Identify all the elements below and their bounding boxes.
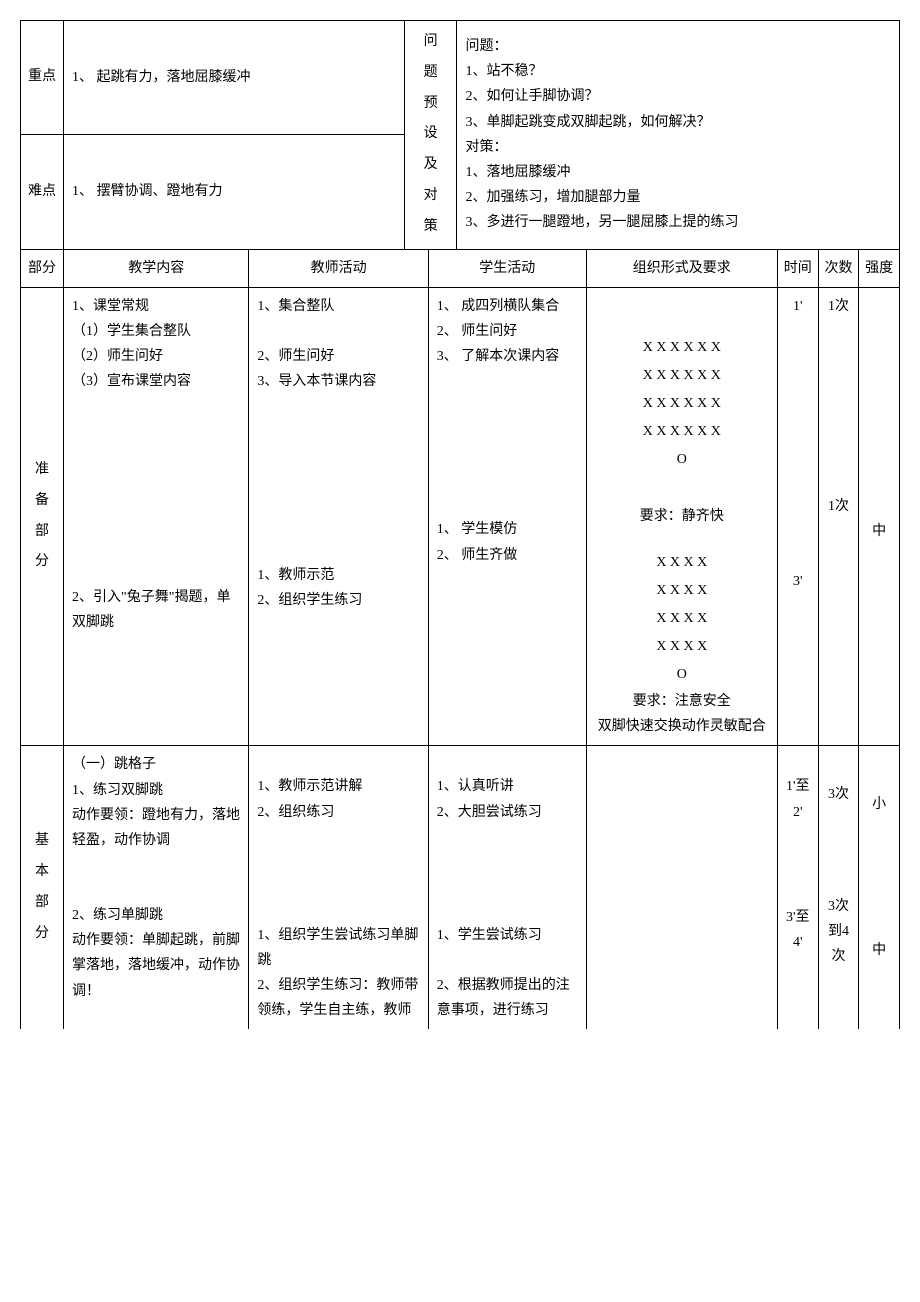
basic-intensity2: 中: [867, 938, 891, 963]
prep-content2: 2、引入"兔子舞"揭题，单双脚跳: [72, 585, 240, 635]
hdr-time: 时间: [777, 249, 818, 287]
row-basic: 基 本 部 分 （一）跳格子 1、练习双脚跳 动作要领：蹬地有力，落地轻盈，动作…: [21, 746, 900, 1030]
label-keypoint: 重点: [21, 21, 64, 135]
cell-basic-student: 1、认真听讲 2、大胆尝试练习 1、学生尝试练习 2、根据教师提出的注意事项，进…: [428, 746, 586, 1030]
row-prep: 准 备 部 分 1、课堂常规 （1）学生集合整队 （2）师生问好 （3）宣布课堂…: [21, 287, 900, 746]
cell-qa-text: 问题： 1、站不稳？ 2、如何让手脚协调？ 3、单脚起跳变成双脚起跳，如何解决？…: [457, 21, 900, 250]
lesson-plan-page: 重点 1、 起跳有力，落地屈膝缓冲 问 题 预 设 及 对 策 问题： 1、站不…: [20, 20, 900, 1029]
cell-basic-content: （一）跳格子 1、练习双脚跳 动作要领：蹬地有力，落地轻盈，动作协调 2、练习单…: [64, 746, 249, 1030]
row-headers: 部分 教学内容 教师活动 学生活动 组织形式及要求 时间 次数 强度: [21, 249, 900, 287]
basic-count1: 3次: [827, 782, 851, 807]
basic-intensity1: 小: [867, 792, 891, 817]
basic-teacher1: 1、教师示范讲解 2、组织练习: [257, 774, 419, 824]
cell-difficulty-text: 1、 摆臂协调、蹬地有力: [64, 135, 405, 249]
prep-student1: 1、 成四列横队集合 2、 师生问好 3、 了解本次课内容: [437, 294, 578, 370]
hdr-section: 部分: [21, 249, 64, 287]
cell-prep-teacher: 1、集合整队 2、师生问好 3、导入本节课内容 1、教师示范 2、组织学生练习: [249, 287, 428, 746]
cell-prep-content: 1、课堂常规 （1）学生集合整队 （2）师生问好 （3）宣布课堂内容 2、引入"…: [64, 287, 249, 746]
prep-time2: 3': [786, 569, 810, 594]
cell-basic-count: 3次 3次到4次: [818, 746, 859, 1030]
cell-basic-time: 1'至2' 3'至4': [777, 746, 818, 1030]
basic-teacher2: 1、组织学生尝试练习单脚跳 2、组织学生练习：教师带领练，学生自主练，教师: [257, 923, 419, 1024]
hdr-student: 学生活动: [428, 249, 586, 287]
prep-intensity: 中: [867, 519, 891, 544]
prep-teacher1: 1、集合整队 2、师生问好 3、导入本节课内容: [257, 294, 419, 395]
lesson-plan-table: 重点 1、 起跳有力，落地屈膝缓冲 问 题 预 设 及 对 策 问题： 1、站不…: [20, 20, 900, 1029]
cell-basic-org: [586, 746, 777, 1030]
label-difficulty: 难点: [21, 135, 64, 249]
label-basic: 基 本 部 分: [21, 746, 64, 1030]
label-prep: 准 备 部 分: [21, 287, 64, 746]
basic-content1: （一）跳格子 1、练习双脚跳 动作要领：蹬地有力，落地轻盈，动作协调: [72, 752, 240, 853]
prep-teacher2: 1、教师示范 2、组织学生练习: [257, 563, 419, 613]
basic-time1: 1'至2': [786, 774, 810, 824]
hdr-intensity: 强度: [859, 249, 900, 287]
cell-prep-time: 1' 3': [777, 287, 818, 746]
hdr-count: 次数: [818, 249, 859, 287]
basic-content2: 2、练习单脚跳 动作要领：单脚起跳，前脚掌落地，落地缓冲，动作协调！: [72, 903, 240, 1004]
basic-time2: 3'至4': [786, 905, 810, 955]
prep-content1: 1、课堂常规 （1）学生集合整队 （2）师生问好 （3）宣布课堂内容: [72, 294, 240, 395]
cell-prep-student: 1、 成四列横队集合 2、 师生问好 3、 了解本次课内容 1、 学生模仿 2、…: [428, 287, 586, 746]
row-keypoint: 重点 1、 起跳有力，落地屈膝缓冲 问 题 预 设 及 对 策 问题： 1、站不…: [21, 21, 900, 135]
basic-count2: 3次到4次: [827, 894, 851, 970]
prep-org2-formation: X X X X X X X X X X X X X X X X O: [595, 549, 769, 689]
prep-count2: 1次: [827, 494, 851, 519]
prep-org1-formation: X X X X X X X X X X X X X X X X X X X X …: [595, 334, 769, 474]
prep-time1: 1': [786, 294, 810, 319]
prep-org2-req: 要求：注意安全 双脚快速交换动作灵敏配合: [595, 689, 769, 739]
prep-org1-req: 要求：静齐快: [595, 504, 769, 529]
prep-count1: 1次: [827, 294, 851, 319]
cell-prep-org: X X X X X X X X X X X X X X X X X X X X …: [586, 287, 777, 746]
cell-basic-teacher: 1、教师示范讲解 2、组织练习 1、组织学生尝试练习单脚跳 2、组织学生练习：教…: [249, 746, 428, 1030]
cell-basic-intensity: 小 中: [859, 746, 900, 1030]
hdr-org: 组织形式及要求: [586, 249, 777, 287]
cell-prep-intensity: 中: [859, 287, 900, 746]
hdr-content: 教学内容: [64, 249, 249, 287]
basic-student2: 1、学生尝试练习 2、根据教师提出的注意事项，进行练习: [437, 923, 578, 1024]
cell-prep-count: 1次 1次: [818, 287, 859, 746]
hdr-teacher: 教师活动: [249, 249, 428, 287]
label-qa: 问 题 预 设 及 对 策: [404, 21, 457, 250]
basic-student1: 1、认真听讲 2、大胆尝试练习: [437, 774, 578, 824]
prep-student2: 1、 学生模仿 2、 师生齐做: [437, 517, 578, 567]
cell-keypoint-text: 1、 起跳有力，落地屈膝缓冲: [64, 21, 405, 135]
